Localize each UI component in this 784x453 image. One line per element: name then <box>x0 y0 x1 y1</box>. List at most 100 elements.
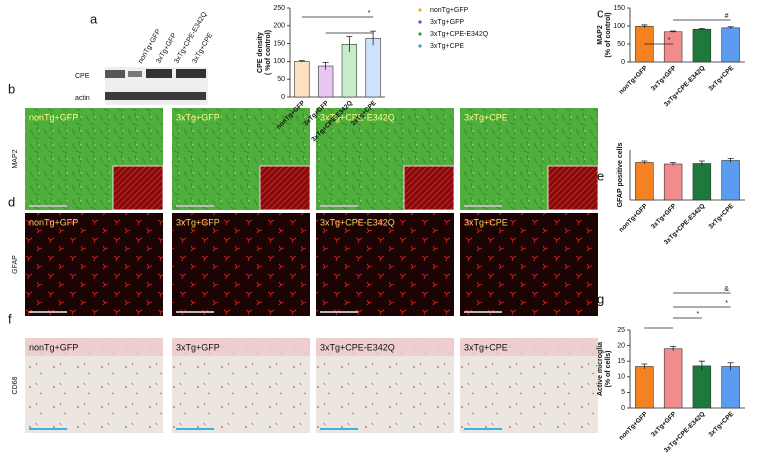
panel-label: f <box>8 311 12 326</box>
x-tick-label: nonTg+GFP <box>618 410 650 442</box>
panel-label: e <box>597 168 604 183</box>
error-bar <box>641 24 648 28</box>
error-bar <box>698 160 705 166</box>
y-axis-label: (% of cells) <box>605 351 612 388</box>
legend-swatch <box>418 20 422 24</box>
significance-mark: & <box>724 286 729 293</box>
image-label: 3xTg+CPE-E342Q <box>320 342 395 352</box>
error-bar <box>298 60 305 63</box>
tissue-band <box>460 338 598 356</box>
bar <box>721 27 740 63</box>
stain-label: MAP2 <box>12 149 19 168</box>
bar <box>663 348 683 409</box>
y-tick-label: 5 <box>621 389 625 396</box>
bar <box>692 365 712 409</box>
tissue-band <box>172 338 310 356</box>
image-label: 3xTg+CPE <box>464 342 508 352</box>
y-tick-label: 50 <box>277 76 285 83</box>
legend-label: 3xTg+CPE <box>430 43 464 50</box>
micrograph <box>460 213 598 316</box>
x-tick-label: 3xTg+GFP <box>650 64 678 92</box>
row-label: actin <box>75 95 90 102</box>
y-axis-label: ( %of control) <box>265 30 272 75</box>
error-bar <box>641 363 648 369</box>
y-tick-label: 100 <box>613 23 625 30</box>
y-tick-label: 25 <box>617 327 625 334</box>
significance-mark: * <box>725 300 728 307</box>
band <box>128 71 142 77</box>
inset <box>112 165 164 211</box>
image-label: 3xTg+CPE <box>464 112 508 122</box>
panel-label: d <box>8 194 15 209</box>
panel-label: g <box>597 291 604 306</box>
stain-label: CD68 <box>12 376 19 394</box>
image-label: 3xTg+GFP <box>176 112 220 122</box>
error-bar <box>727 362 734 371</box>
x-tick-label: nonTg+GFP <box>618 64 650 96</box>
band <box>105 70 125 78</box>
lane-label: 3xTg+CPE-E342Q <box>173 11 208 65</box>
band <box>146 69 172 78</box>
legend-label: 3xTg+GFP <box>430 19 464 26</box>
significance-mark: * <box>368 10 371 17</box>
error-bar <box>346 36 353 53</box>
x-tick-label: 3xTg+CPE <box>707 64 735 92</box>
bar <box>317 65 334 98</box>
inset <box>547 165 599 211</box>
error-bar <box>322 62 329 70</box>
tissue-band <box>25 338 163 356</box>
tissue-band <box>316 338 454 356</box>
y-tick-label: 50 <box>617 41 625 48</box>
bar <box>341 44 358 98</box>
row-label: CPE <box>75 73 90 80</box>
y-axis-label: CPE density <box>257 32 264 73</box>
error-bar <box>698 28 705 30</box>
error-bar <box>370 30 377 46</box>
western-blot <box>105 67 208 105</box>
image-label: 3xTg+CPE-E342Q <box>320 217 395 227</box>
band <box>176 69 206 78</box>
legend-swatch <box>418 8 422 12</box>
y-tick-label: 0 <box>281 94 285 101</box>
y-tick-label: 150 <box>613 5 625 12</box>
image-label: 3xTg+CPE-E342Q <box>320 112 395 122</box>
bar <box>692 163 712 201</box>
bar <box>721 366 740 409</box>
legend-label: 3xTg+CPE-E342Q <box>430 31 489 38</box>
y-tick-label: 10 <box>617 374 625 381</box>
y-tick-label: 150 <box>273 40 285 47</box>
error-bar <box>641 160 648 164</box>
micrograph <box>25 213 163 316</box>
image-label: 3xTg+GFP <box>176 342 220 352</box>
image-label: nonTg+GFP <box>29 217 78 227</box>
bar <box>663 163 683 201</box>
significance-mark: * <box>668 37 671 44</box>
x-tick-label: 3xTg+GFP <box>650 202 678 230</box>
y-tick-label: 15 <box>617 358 625 365</box>
y-axis-label: GFAP positive cells <box>617 142 624 207</box>
y-axis-label: MAP2 <box>597 25 604 45</box>
y-tick-label: 250 <box>273 5 285 12</box>
legend-swatch <box>418 32 422 36</box>
bar <box>365 37 381 98</box>
panel-label: a <box>90 11 98 26</box>
panel-label: c <box>597 5 604 20</box>
error-bar <box>727 158 734 163</box>
band <box>105 92 206 100</box>
image-label: 3xTg+GFP <box>176 217 220 227</box>
significance-mark: * <box>697 311 700 318</box>
bar <box>635 162 654 201</box>
bar <box>721 160 740 201</box>
inset <box>403 165 455 211</box>
image-label: 3xTg+CPE <box>464 217 508 227</box>
significance-mark: # <box>725 13 729 20</box>
micrograph <box>316 213 454 316</box>
legend-swatch <box>418 44 422 48</box>
inset <box>259 165 311 211</box>
y-tick-label: 0 <box>621 405 625 412</box>
x-tick-label: 3xTg+CPE <box>707 410 735 438</box>
error-bar <box>698 360 705 371</box>
y-axis-label: (% of control) <box>605 12 612 57</box>
legend-label: nonTg+GFP <box>430 7 469 14</box>
panel-label: b <box>8 81 15 96</box>
